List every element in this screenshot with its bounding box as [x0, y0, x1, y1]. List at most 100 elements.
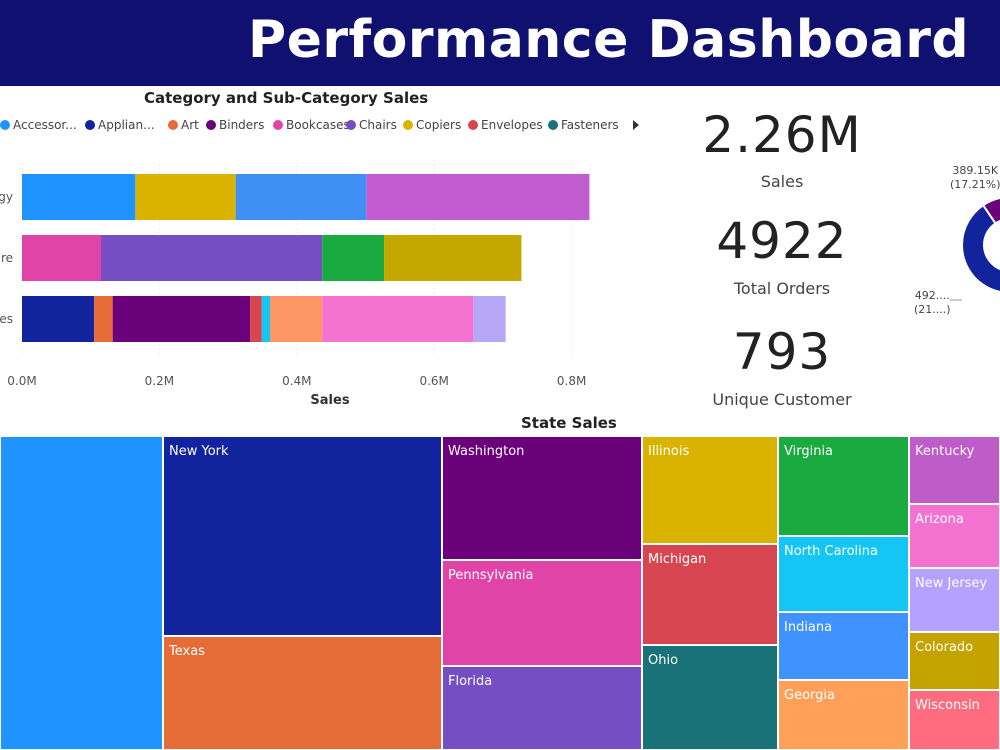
treemap-tile-label: New Jersey [915, 576, 988, 591]
legend-item[interactable]: Fasteners [548, 118, 619, 132]
treemap-tile[interactable]: Michigan [642, 544, 778, 645]
legend-next-arrow-icon[interactable] [633, 120, 639, 130]
dashboard-title: Performance Dashboard [248, 10, 970, 70]
treemap-tile-label: Texas [169, 644, 205, 659]
donut-label-2: 492.... (21....) [914, 289, 951, 316]
legend-dot-icon [206, 120, 216, 130]
y-category-label: gy [0, 190, 13, 204]
x-tick-label: 0.2M [145, 374, 174, 388]
treemap-tile-label: Illinois [648, 444, 690, 459]
kpi-orders-label: Total Orders [733, 279, 831, 298]
treemap-tile[interactable]: Virginia [778, 436, 909, 536]
treemap-tile[interactable]: Florida [442, 666, 642, 750]
treemap-tile[interactable]: Washington [442, 436, 642, 560]
treemap-tile-label: Georgia [784, 688, 835, 703]
legend-item[interactable]: Accessor... [0, 118, 77, 132]
bar-segment[interactable] [235, 174, 367, 220]
treemap-tile[interactable]: Kentucky [909, 436, 1000, 504]
bar-segment[interactable] [322, 235, 385, 281]
bar-segment[interactable] [366, 174, 590, 220]
treemap-tile-label: North Carolina [784, 544, 878, 559]
bar-segment[interactable] [22, 296, 95, 342]
treemap-tile-label: Virginia [784, 444, 834, 459]
legend-dot-icon [168, 120, 178, 130]
donut-slice[interactable] [981, 197, 1000, 225]
treemap-tile-label: Wisconsin [915, 698, 980, 713]
kpi-sales-label: Sales [760, 172, 804, 191]
legend-label: Envelopes [481, 118, 543, 132]
bar-segment[interactable] [135, 174, 236, 220]
treemap-tile-label: Kentucky [915, 444, 975, 459]
legend-dot-icon [273, 120, 283, 130]
bar-chart-title: Category and Sub-Category Sales [144, 89, 429, 107]
treemap-tile[interactable]: Ohio [642, 645, 778, 750]
legend-item[interactable]: Bookcases [273, 118, 350, 132]
legend-label: Binders [219, 118, 265, 132]
treemap-tile[interactable]: Colorado [909, 632, 1000, 690]
treemap-tile[interactable]: Georgia [778, 680, 909, 750]
state-sales-treemap: New York Texas Washington Pennsylvania Flori… [0, 436, 1000, 750]
legend-item[interactable]: Art [168, 118, 199, 132]
treemap-tile[interactable]: New York [163, 436, 442, 636]
legend-dot-icon [548, 120, 558, 130]
bar-segment[interactable] [22, 174, 136, 220]
bar-segment[interactable] [261, 296, 271, 342]
legend-dot-icon [346, 120, 356, 130]
treemap-tile-label: Colorado [915, 640, 974, 655]
treemap-tile-label: Arizona [915, 512, 964, 527]
x-tick-label: 0.0M [7, 374, 36, 388]
legend-item[interactable]: Envelopes [468, 118, 543, 132]
treemap-tile[interactable]: Pennsylvania [442, 560, 642, 666]
x-axis-label: Sales [310, 393, 349, 408]
treemap-tile[interactable] [0, 436, 163, 750]
kpi-customers-value: 793 [732, 323, 832, 381]
treemap-tile[interactable]: Arizona [909, 504, 1000, 568]
legend-item[interactable]: Copiers [403, 118, 461, 132]
bar-segment[interactable] [384, 235, 522, 281]
treemap-tile-label: Florida [448, 674, 493, 689]
legend-dot-icon [468, 120, 478, 130]
bar-segment[interactable] [22, 235, 102, 281]
y-category-label: re [1, 251, 13, 265]
treemap-tile[interactable]: Wisconsin [909, 690, 1000, 750]
legend-label: Art [181, 118, 199, 132]
bar-segment[interactable] [250, 296, 262, 342]
dashboard-header: Performance Dashboard [0, 0, 1000, 86]
y-category-label: es [0, 312, 13, 326]
treemap-tile[interactable]: Indiana [778, 612, 909, 680]
donut-chart [961, 197, 1000, 293]
legend-item[interactable]: Applian... [85, 118, 155, 132]
treemap-tile-label: Indiana [784, 620, 833, 635]
treemap-tile-label: Michigan [648, 552, 707, 567]
bar-chart-legend: Accessor... Applian... Art Binders Bookcases… [0, 118, 640, 138]
treemap-tile-label: New York [169, 444, 229, 459]
legend-dot-icon [403, 120, 413, 130]
bar-segment[interactable] [112, 296, 251, 342]
legend-label: Bookcases [286, 118, 350, 132]
legend-label: Accessor... [13, 118, 77, 132]
bar-segment[interactable] [270, 296, 323, 342]
treemap-tile-label: Washington [448, 444, 525, 459]
treemap-tile[interactable]: Illinois [642, 436, 778, 544]
legend-item[interactable]: Binders [206, 118, 264, 132]
bar-segment[interactable] [473, 296, 506, 342]
donut-label-1: 389.15K (17.21%) [950, 164, 1000, 191]
bar-segment[interactable] [94, 296, 113, 342]
bar-segment[interactable] [322, 296, 474, 342]
kpi-orders-value: 4922 [716, 212, 848, 270]
treemap-tile[interactable]: Texas [163, 636, 442, 750]
x-tick-label: 0.8M [557, 374, 586, 388]
legend-item[interactable]: Chairs [346, 118, 397, 132]
treemap-title: State Sales [521, 414, 617, 432]
kpi-sales-value: 2.26M [702, 106, 862, 164]
legend-label: Applian... [98, 118, 155, 132]
legend-dot-icon [85, 120, 95, 130]
treemap-tile[interactable]: North Carolina [778, 536, 909, 612]
x-tick-label: 0.4M [282, 374, 311, 388]
legend-label: Fasteners [561, 118, 619, 132]
donut-slice[interactable] [961, 203, 1000, 293]
treemap-tile[interactable]: New Jersey [909, 568, 1000, 632]
donut-leader-line [950, 299, 962, 301]
treemap-tile-label: Ohio [648, 653, 679, 668]
bar-segment[interactable] [101, 235, 323, 281]
